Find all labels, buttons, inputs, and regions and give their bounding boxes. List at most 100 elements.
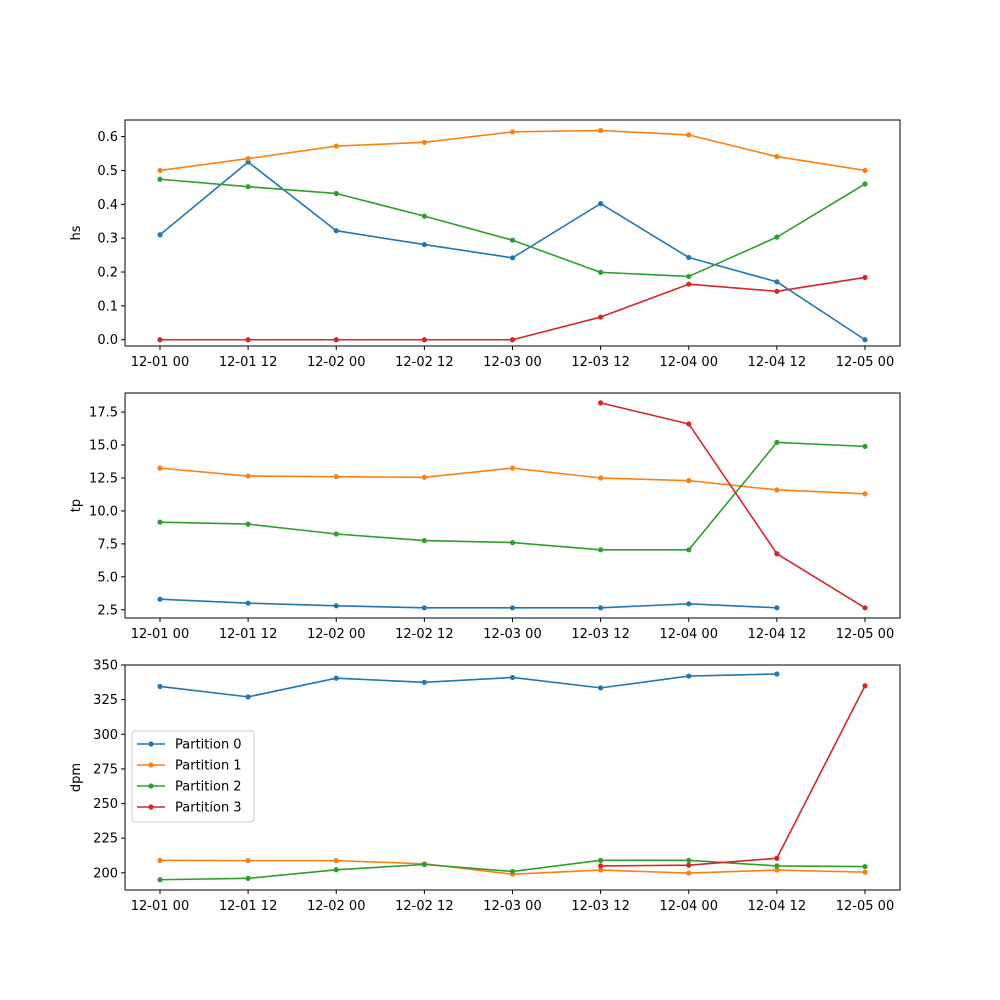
hs-panel-xtick-label: 12-03 12 (571, 355, 629, 370)
hs-panel-series-2-point (598, 269, 604, 275)
dpm-panel-series-1-point (245, 858, 251, 864)
hs-panel-series-2-point (509, 237, 516, 243)
hs-panel-ylabel: hs (69, 225, 84, 240)
hs-panel-series-2-point (421, 213, 427, 219)
dpm-panel-series-0-point (598, 685, 604, 691)
tp-panel-xtick-label: 12-01 00 (131, 627, 189, 642)
hs-panel-ytick-label: 0.6 (97, 130, 118, 145)
dpm-panel-xtick-label: 12-04 12 (748, 899, 806, 914)
tp-panel-series-3-point (774, 551, 780, 557)
legend-swatch-marker (148, 804, 154, 810)
dpm-panel-ytick-label: 325 (93, 693, 118, 708)
legend-entry-label: Partition 1 (175, 759, 242, 774)
tp-panel-series-0-point (598, 605, 604, 611)
dpm-panel-series-3-point (686, 862, 692, 868)
tp-panel-xtick-label: 12-02 12 (395, 627, 453, 642)
hs-panel-xtick-label: 12-04 12 (748, 355, 806, 370)
tp-panel-ytick-label: 15.0 (89, 439, 118, 454)
tp-panel-ytick-label: 2.5 (97, 603, 118, 618)
dpm-panel-xtick-label: 12-02 12 (395, 899, 453, 914)
hs-panel-series-3-point (862, 274, 868, 281)
dpm-panel-series-2-point (421, 861, 427, 868)
dpm-panel-series-0-point (421, 679, 427, 685)
hs-panel-series-1-point (862, 167, 868, 174)
dpm-panel-ytick-label: 250 (93, 797, 118, 812)
tp-panel-ytick-label: 5.0 (97, 570, 118, 585)
tp-panel-series-3-point (686, 421, 692, 427)
dpm-panel-series-0-line (159, 673, 777, 698)
hs-panel-series-2-point (686, 273, 692, 280)
dpm-panel-series-1-point (157, 857, 163, 863)
tp-panel-series-1-point (598, 475, 604, 481)
hs-panel-series-2-point (862, 181, 868, 187)
tp-panel-series-3-line (600, 402, 866, 609)
hs-panel-ytick-label: 0.3 (97, 232, 118, 247)
hs-panel-series-1-point (421, 139, 427, 145)
dpm-panel-xtick-label: 12-04 00 (660, 899, 718, 914)
hs-panel-xtick-label: 12-02 00 (307, 355, 365, 370)
tp-panel-series-0-point (333, 603, 339, 609)
hs-panel-series-0-point (862, 337, 868, 343)
dpm-panel-series-3-point (862, 683, 868, 689)
dpm-panel-series-2-point (862, 863, 868, 870)
dpm-panel-series-1-point (333, 858, 339, 864)
hs-panel-series-2-point (333, 190, 339, 197)
legend-swatch-marker (148, 783, 154, 789)
tp-panel-series-2-point (862, 443, 868, 449)
dpm-panel-series-2-point (157, 877, 163, 883)
dpm-panel-series-2-point (774, 863, 780, 869)
tp-panel-series-2-point (245, 521, 251, 527)
dpm-panel-series-3-point (774, 855, 780, 861)
legend (131, 730, 255, 823)
hs-panel-series-3-point (686, 281, 692, 287)
dpm-panel-series-3-point (598, 863, 604, 869)
dpm-panel-series-2-point (686, 857, 692, 863)
hs-panel-series-0-point (333, 228, 339, 234)
tp-panel-series-2-point (509, 539, 516, 546)
dpm-panel-ytick-label: 225 (93, 832, 118, 847)
tp-panel-series-0-point (509, 605, 516, 611)
dpm-panel-series-1-point (686, 870, 692, 876)
dpm-panel-series-0-point (245, 694, 251, 700)
tp-panel-series-1-point (333, 474, 339, 480)
legend-swatch-marker (148, 741, 154, 747)
tp-panel-series-1-point (421, 474, 427, 480)
hs-panel-series-0-point (509, 255, 516, 261)
dpm-panel-xtick-label: 12-05 00 (836, 899, 894, 914)
tp-panel-series-2-point (686, 547, 692, 553)
dpm-panel-series-1-point (774, 867, 780, 873)
tp-panel-series-3-point (598, 400, 604, 406)
dpm-panel-series-2-point (598, 857, 604, 863)
dpm-panel-ylabel: dpm (69, 763, 84, 792)
tp-panel-series-1-point (245, 473, 251, 479)
dpm-panel-ytick-label: 200 (93, 866, 118, 881)
hs-panel-series-1-point (598, 127, 604, 134)
dpm-panel-series-0-point (157, 683, 163, 690)
legend-entry-label: Partition 0 (175, 738, 242, 753)
hs-panel-ytick-label: 0.2 (97, 266, 118, 281)
dpm-panel-xtick-label: 12-02 00 (307, 899, 365, 914)
tp-panel-series-2-point (421, 537, 427, 544)
dpm-panel-series-2-point (509, 868, 516, 875)
hs-panel-xtick-label: 12-01 00 (131, 355, 189, 370)
tp-panel-series-0-point (157, 596, 163, 602)
tp-panel-xtick-label: 12-03 12 (571, 627, 629, 642)
tp-panel-series-3-point (862, 605, 868, 611)
dpm-panel-xtick-label: 12-03 00 (483, 899, 541, 914)
tp-panel-xtick-label: 12-02 00 (307, 627, 365, 642)
hs-panel-series-1-point (245, 155, 251, 162)
hs-panel-series-1-point (774, 153, 780, 160)
hs-panel-series-2-point (774, 234, 780, 240)
tp-panel-xtick-label: 12-01 12 (219, 627, 277, 642)
hs-panel-xtick-label: 12-03 00 (483, 355, 541, 370)
hs-panel-series-3-point (421, 337, 427, 343)
tp-panel-series-2-point (157, 519, 163, 525)
tp-panel-series-2-point (774, 439, 780, 446)
tp-panel-xtick-label: 12-05 00 (836, 627, 894, 642)
dpm-panel-series-3-line (600, 685, 866, 867)
hs-panel-xtick-label: 12-05 00 (836, 355, 894, 370)
dpm-panel-series-1-point (598, 867, 604, 873)
tp-panel-series-0-point (686, 601, 692, 607)
